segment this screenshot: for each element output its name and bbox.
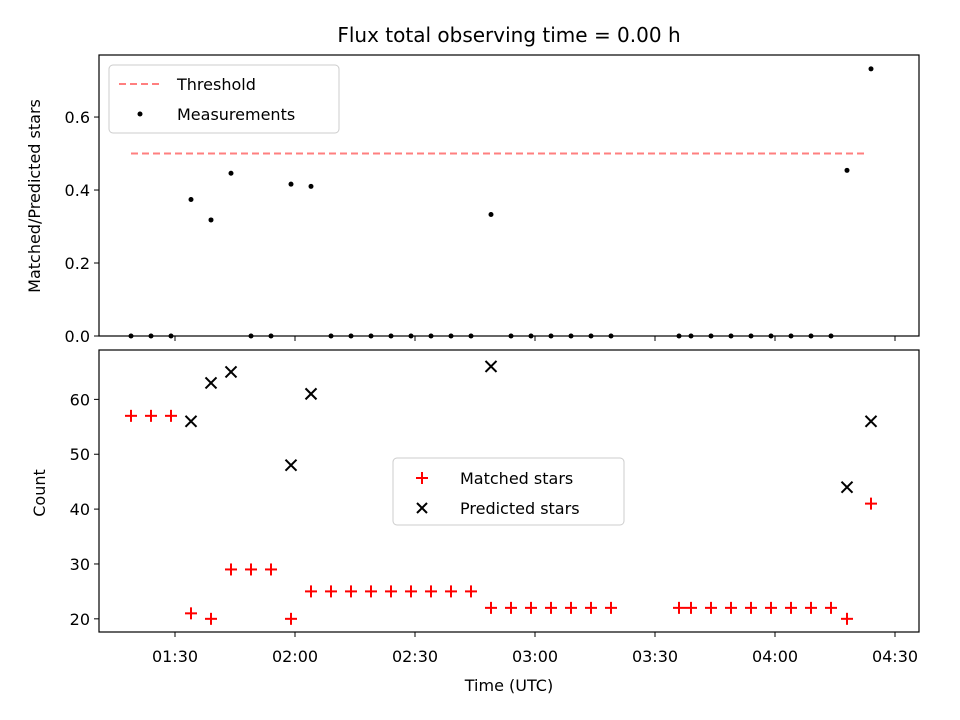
matched-point [705,601,717,614]
matched-point [785,601,797,614]
count-x-tick-label: 02:30 [392,647,438,666]
matched-point [765,601,777,614]
count-y-tick-label: 40 [70,500,90,519]
ratio-x-ticks [174,336,896,341]
ratio-y-tick-label: 0.4 [65,181,90,200]
predicted-point [864,415,878,428]
matched-legend-swatch [416,472,428,484]
count-points-layer [125,360,878,625]
matched-point [585,601,597,614]
predicted-point [304,387,318,401]
measurement-point [288,181,294,187]
matched-point [385,585,397,598]
count-x-tick-label: 03:00 [512,647,558,666]
matched-point [265,563,277,576]
count-x-tick-label: 01:30 [152,647,198,666]
predicted-point [484,360,498,373]
matched-point [673,601,685,614]
count-y-tick-label: 60 [70,390,90,409]
predicted-point [840,480,854,494]
time-x-axis-label: Time (UTC) [464,676,553,695]
measurement-point [868,66,874,72]
matched-point [145,409,157,422]
matched-point [725,601,737,614]
matched-point [545,601,557,614]
measurements-legend-label: Measurements [177,105,295,124]
matched-point [305,585,317,598]
matched-point [805,601,817,614]
count-y-tick-label: 30 [70,555,90,574]
matched-point [325,585,337,598]
measurement-point [208,217,214,223]
measurement-point [188,197,194,203]
count-x-tick-label: 03:30 [632,647,678,666]
ratio-y-ticks: 0.0 0.2 0.4 0.6 [65,108,99,346]
threshold-legend-label: Threshold [176,75,256,94]
matched-point [285,612,297,625]
ratio-y-tick-label: 0.6 [65,108,90,127]
matched-point [565,601,577,614]
matched-point [345,585,357,598]
count-legend-box [392,457,625,526]
ratio-legend-box [108,64,340,134]
matched-point [425,585,437,598]
ratio-legend: Threshold Measurements [108,64,340,134]
matched-point [505,601,517,614]
count-plot-frame [98,349,920,633]
matched-point [841,612,853,625]
matched-point [485,601,497,614]
matched-point [165,409,177,422]
matched-point [685,601,697,614]
predicted-point [184,415,198,428]
chart-title: Flux total observing time = 0.00 h [337,23,680,47]
predicted-point [224,365,238,379]
count-x-tick-label: 04:30 [872,647,918,666]
count-x-tick-label: 04:00 [752,647,798,666]
ratio-y-axis-label: Matched/Predicted stars [25,99,44,293]
matched-point [865,497,877,510]
measurement-point [228,170,234,176]
matched-point [225,563,237,576]
count-y-axis-label: Count [30,469,49,517]
ratio-panel: Flux total observing time = 0.00 h Match… [25,23,920,346]
measurement-point [308,183,314,189]
predicted-legend-swatch [416,502,428,514]
count-legend: Matched stars Predicted stars [392,457,625,526]
count-y-tick-label: 20 [70,610,90,629]
ratio-y-tick-label: 0.2 [65,254,90,273]
matched-point [405,585,417,598]
measurement-point [844,167,850,173]
measurements-legend-swatch [137,111,143,117]
matched-point [245,563,257,576]
predicted-point [204,376,218,390]
count-panel: Count Time (UTC) 20 30 40 50 60 01:30 02:00 02… [30,349,920,695]
matched-point [365,585,377,598]
predicted-legend-label: Predicted stars [460,499,580,518]
ratio-plot-frame [98,54,920,337]
count-y-ticks: 20 30 40 50 60 [70,390,99,629]
matched-point [185,607,197,620]
matched-point [465,585,477,598]
measurement-point [488,211,494,217]
count-x-ticks: 01:30 02:00 02:30 03:00 03:30 04:00 04:30 [152,632,918,666]
ratio-y-tick-label: 0.0 [65,327,90,346]
matched-point [825,601,837,614]
matched-point [205,612,217,625]
matched-legend-label: Matched stars [460,469,573,488]
count-y-tick-label: 50 [70,445,90,464]
matched-point [445,585,457,598]
matched-point [605,601,617,614]
matched-point [745,601,757,614]
matched-point [125,409,137,422]
predicted-point [284,459,298,472]
matched-point [525,601,537,614]
count-x-tick-label: 02:00 [272,647,318,666]
